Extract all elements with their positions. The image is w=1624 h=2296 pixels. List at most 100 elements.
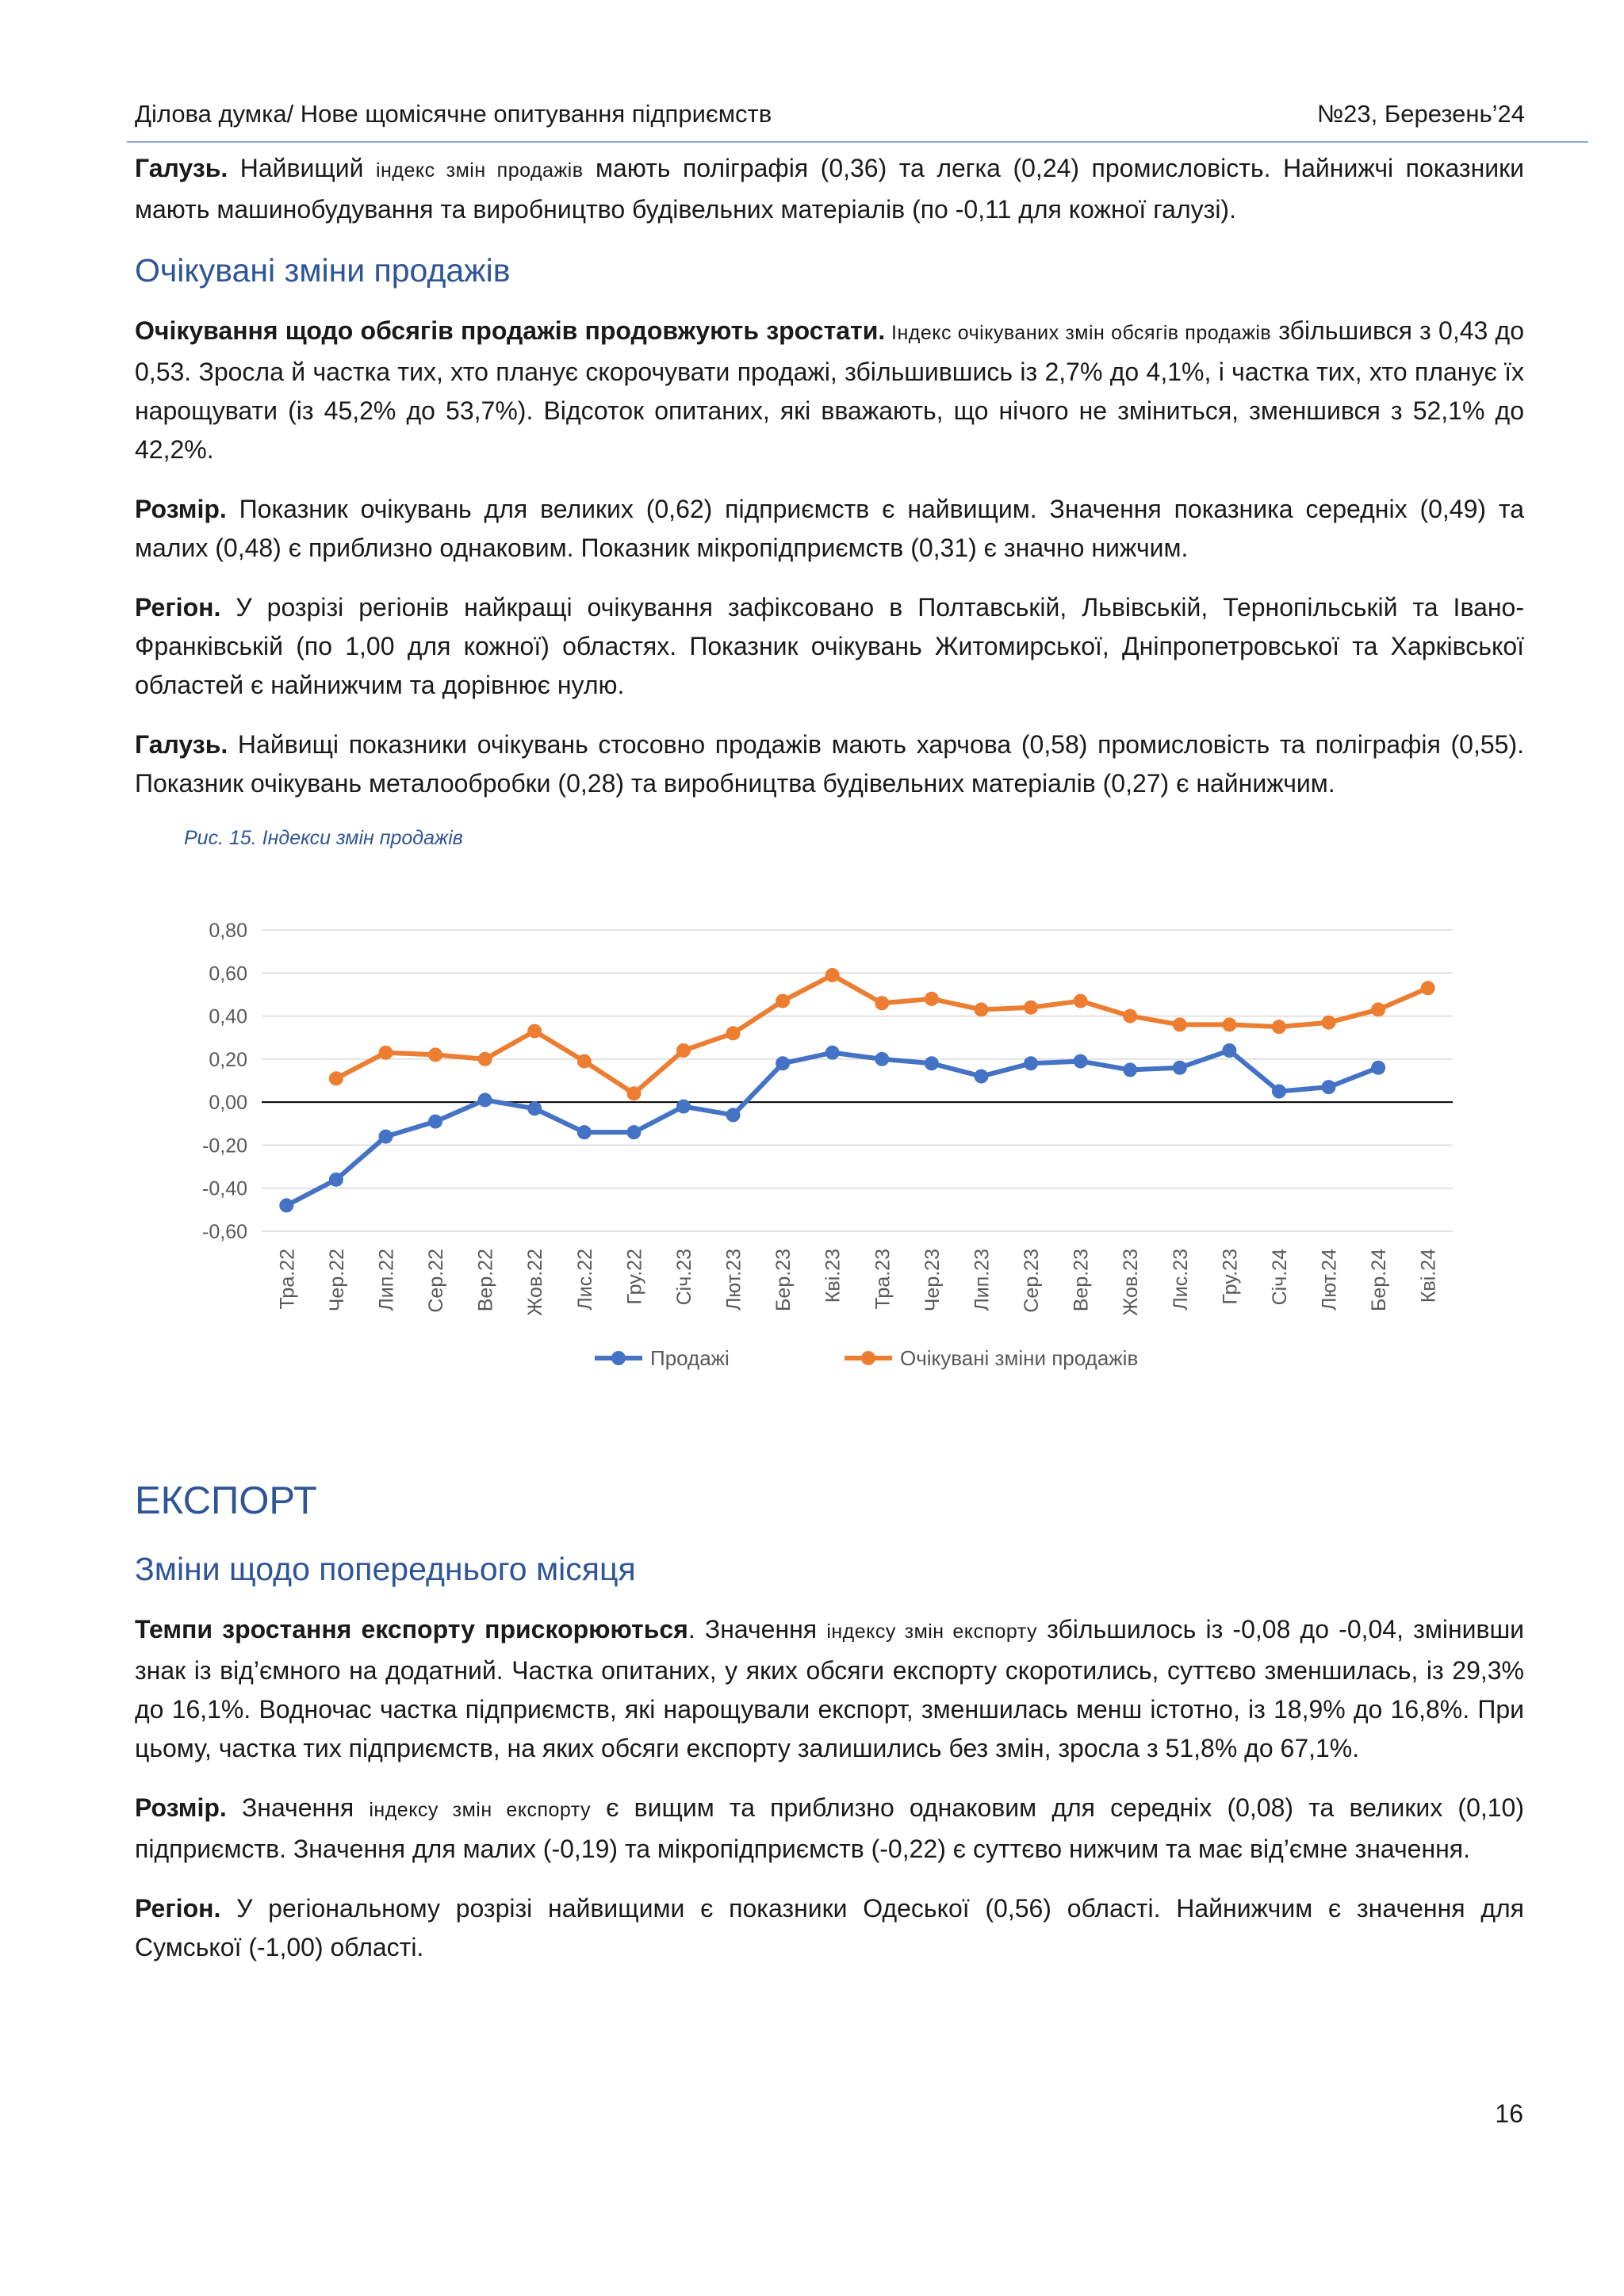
data-point xyxy=(576,1125,592,1140)
data-point xyxy=(924,991,939,1006)
running-header: Ділова думка/ Нове щомісячне опитування … xyxy=(135,100,1525,138)
x-tick-label: Чер.22 xyxy=(326,1249,348,1311)
data-point xyxy=(1123,1062,1138,1077)
data-point xyxy=(279,1198,294,1213)
paragraph-size: Розмір. Показник очікувань для великих (… xyxy=(135,490,1524,568)
paragraph-text: Показник очікувань для великих (0,62) пі… xyxy=(135,495,1524,562)
data-point xyxy=(1321,1080,1336,1095)
header-title: Ділова думка/ Нове щомісячне опитування … xyxy=(135,100,772,128)
x-tick-label: Лют.24 xyxy=(1319,1249,1341,1311)
data-point xyxy=(477,1051,492,1066)
x-tick-label: Лис.22 xyxy=(574,1249,596,1311)
lead-label: Розмір. xyxy=(135,1793,227,1822)
data-point xyxy=(924,1056,939,1071)
paragraph-text: збільшився з 0,43 до 0,53. Зросла й част… xyxy=(135,316,1524,464)
data-point xyxy=(1024,1000,1039,1015)
data-point xyxy=(527,1101,542,1116)
paragraph-region: Регіон. У розрізі регіонів найкращі очік… xyxy=(135,588,1524,705)
paragraph-text: є вищим та приблизно однаковим для серед… xyxy=(135,1793,1525,1863)
y-tick-label: -0,60 xyxy=(202,1221,247,1243)
legend-marker xyxy=(861,1351,875,1365)
lead-label: Регіон. xyxy=(135,593,221,622)
x-tick-label: Лип.22 xyxy=(375,1249,397,1311)
data-point xyxy=(328,1071,343,1086)
lead-label: Очікування щодо обсягів продажів продовж… xyxy=(135,316,886,345)
x-tick-label: Бер.23 xyxy=(772,1249,795,1311)
x-tick-label: Вер.23 xyxy=(1071,1249,1093,1311)
x-tick-label: Чер.23 xyxy=(921,1249,944,1311)
data-point xyxy=(825,1045,840,1060)
x-tick-label: Бер.24 xyxy=(1368,1249,1390,1311)
y-tick-label: -0,40 xyxy=(202,1178,247,1200)
sales-index-line-chart: 0,80 0,60 0,40 0,20 0,00 -0,20 -0,40 -0,60 Тра.2… xyxy=(202,920,1453,1370)
data-point xyxy=(776,1056,791,1071)
data-point xyxy=(726,1026,741,1041)
paragraph-text: Значення xyxy=(226,1793,370,1822)
data-point xyxy=(576,1054,592,1069)
legend-label: Продажі xyxy=(650,1346,730,1370)
index-term: індекс змін продажів xyxy=(376,159,584,182)
data-point xyxy=(726,1108,741,1123)
data-point xyxy=(378,1045,393,1060)
data-point xyxy=(328,1172,343,1187)
paragraph-industry-sales: Галузь. Найвищий індекс змін продажів ма… xyxy=(135,149,1524,229)
data-point xyxy=(1321,1015,1336,1030)
x-tick-label: Кві.23 xyxy=(822,1249,845,1303)
x-tick-label: Кві.24 xyxy=(1418,1249,1440,1303)
data-point xyxy=(1172,1060,1187,1075)
lead-label: Галузь. xyxy=(135,730,228,759)
x-tick-label: Тра.22 xyxy=(276,1249,298,1309)
data-point xyxy=(1222,1017,1237,1032)
paragraph-text: Найвищий xyxy=(228,154,376,182)
data-point xyxy=(1420,981,1435,996)
header-divider xyxy=(127,141,1588,143)
data-point xyxy=(428,1114,443,1129)
data-point xyxy=(477,1093,492,1108)
data-point xyxy=(1271,1020,1286,1035)
data-point xyxy=(676,1043,691,1058)
series-line xyxy=(333,973,1431,1096)
data-point xyxy=(875,1051,890,1066)
x-tick-label: Вер.22 xyxy=(475,1249,497,1311)
legend-marker xyxy=(611,1351,626,1365)
index-term: Індекс очікуваних змін обсягів продажів xyxy=(885,322,1272,344)
data-point xyxy=(626,1125,642,1140)
data-point xyxy=(1123,1008,1138,1024)
data-point xyxy=(527,1024,542,1039)
y-tick-label: 0,00 xyxy=(209,1092,247,1114)
figure-caption: Рис. 15. Індекси змін продажів xyxy=(184,827,463,849)
x-tick-label: Січ.23 xyxy=(673,1249,695,1305)
data-point xyxy=(974,1069,989,1084)
paragraph-text: У розрізі регіонів найкращі очікування з… xyxy=(135,593,1524,699)
section-heading-expected-sales: Очікувані зміни продажів xyxy=(135,252,511,289)
paragraph-text: У регіональному розрізі найвищими є пока… xyxy=(135,1894,1524,1961)
data-point xyxy=(974,1002,989,1017)
y-tick-label: 0,60 xyxy=(209,962,247,985)
y-tick-label: 0,20 xyxy=(209,1049,247,1071)
paragraph-text: Найвищі показники очікувань стосовно про… xyxy=(135,730,1524,798)
paragraph-text: мають поліграфія (0,36) та легка (0,24) … xyxy=(135,154,1525,224)
lead-label: Темпи зростання експорту прискорюються xyxy=(135,1615,688,1644)
paragraph-export-size: Розмір. Значення індексу змін експорту є… xyxy=(135,1789,1524,1869)
data-point xyxy=(378,1129,393,1144)
y-tick-label: 0,80 xyxy=(209,920,247,942)
data-point xyxy=(1222,1043,1237,1058)
data-point xyxy=(1073,993,1088,1008)
x-tick-label: Сер.22 xyxy=(425,1249,447,1313)
main-content: Галузь. Найвищий індекс змін продажів ма… xyxy=(135,149,1524,1988)
header-issue: №23, Березень’24 xyxy=(1316,100,1525,128)
paragraph-text: . Значення xyxy=(688,1615,827,1644)
x-tick-label: Жов.22 xyxy=(524,1249,546,1316)
paragraph-expectations: Очікування щодо обсягів продажів продовж… xyxy=(135,312,1524,469)
data-point xyxy=(428,1047,443,1062)
data-point xyxy=(1073,1054,1088,1069)
series-line xyxy=(284,1048,1381,1208)
paragraph-industry-expectations: Галузь. Найвищі показники очікувань стос… xyxy=(135,725,1524,803)
data-point xyxy=(1271,1084,1286,1099)
x-tick-label: Сер.23 xyxy=(1021,1249,1043,1313)
lead-label: Розмір. xyxy=(135,495,227,523)
paragraph-export-growth: Темпи зростання експорту прискорюються. … xyxy=(135,1610,1524,1768)
lead-label: Регіон. xyxy=(135,1894,221,1923)
data-point xyxy=(1024,1056,1039,1071)
